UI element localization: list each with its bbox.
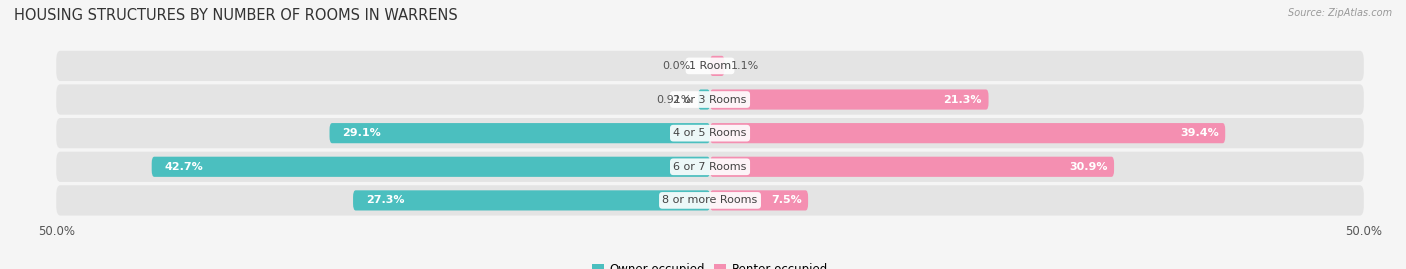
Text: 0.91%: 0.91% bbox=[657, 94, 692, 105]
Text: 21.3%: 21.3% bbox=[943, 94, 981, 105]
FancyBboxPatch shape bbox=[710, 190, 808, 210]
FancyBboxPatch shape bbox=[56, 152, 1364, 182]
FancyBboxPatch shape bbox=[710, 157, 1114, 177]
Text: 29.1%: 29.1% bbox=[343, 128, 381, 138]
FancyBboxPatch shape bbox=[353, 190, 710, 210]
Text: 2 or 3 Rooms: 2 or 3 Rooms bbox=[673, 94, 747, 105]
Text: 0.0%: 0.0% bbox=[662, 61, 690, 71]
Text: 39.4%: 39.4% bbox=[1180, 128, 1219, 138]
FancyBboxPatch shape bbox=[152, 157, 710, 177]
FancyBboxPatch shape bbox=[699, 89, 710, 110]
Text: 7.5%: 7.5% bbox=[770, 195, 801, 206]
Text: 27.3%: 27.3% bbox=[366, 195, 405, 206]
Text: Source: ZipAtlas.com: Source: ZipAtlas.com bbox=[1288, 8, 1392, 18]
Text: 6 or 7 Rooms: 6 or 7 Rooms bbox=[673, 162, 747, 172]
FancyBboxPatch shape bbox=[710, 89, 988, 110]
Text: 4 or 5 Rooms: 4 or 5 Rooms bbox=[673, 128, 747, 138]
FancyBboxPatch shape bbox=[710, 56, 724, 76]
FancyBboxPatch shape bbox=[710, 123, 1225, 143]
FancyBboxPatch shape bbox=[56, 185, 1364, 215]
Text: 8 or more Rooms: 8 or more Rooms bbox=[662, 195, 758, 206]
FancyBboxPatch shape bbox=[329, 123, 710, 143]
Text: 1.1%: 1.1% bbox=[731, 61, 759, 71]
Text: 30.9%: 30.9% bbox=[1069, 162, 1108, 172]
Legend: Owner-occupied, Renter-occupied: Owner-occupied, Renter-occupied bbox=[586, 259, 834, 269]
Text: 42.7%: 42.7% bbox=[165, 162, 204, 172]
FancyBboxPatch shape bbox=[56, 118, 1364, 148]
Text: HOUSING STRUCTURES BY NUMBER OF ROOMS IN WARRENS: HOUSING STRUCTURES BY NUMBER OF ROOMS IN… bbox=[14, 8, 458, 23]
FancyBboxPatch shape bbox=[56, 84, 1364, 115]
Text: 1 Room: 1 Room bbox=[689, 61, 731, 71]
FancyBboxPatch shape bbox=[56, 51, 1364, 81]
